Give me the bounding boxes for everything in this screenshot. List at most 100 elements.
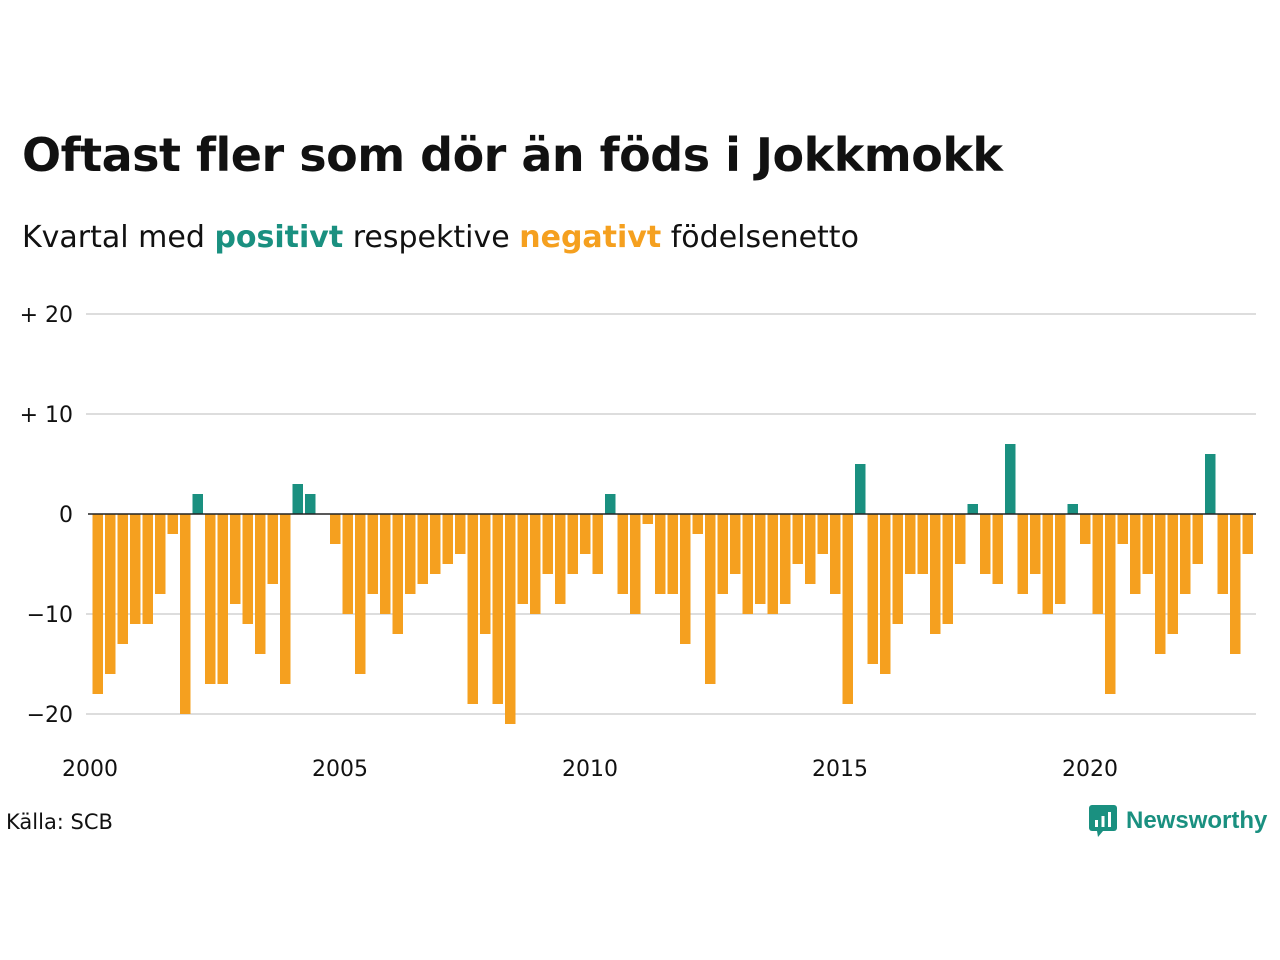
bar-negative: [630, 514, 641, 614]
bar-negative: [792, 514, 803, 564]
bar-negative: [1042, 514, 1053, 614]
bar-negative: [842, 514, 853, 704]
bar-negative: [480, 514, 491, 634]
bar-negative: [717, 514, 728, 594]
bar-negative: [930, 514, 941, 634]
bar-negative: [167, 514, 178, 534]
bar-negative: [367, 514, 378, 594]
bar-negative: [817, 514, 828, 554]
subtitle-mid: respektive: [352, 220, 510, 255]
y-tick-label: 0: [59, 503, 73, 528]
bar-negative: [242, 514, 253, 624]
bar-negative: [1055, 514, 1066, 604]
bar-positive: [605, 494, 616, 514]
bar-negative: [205, 514, 216, 684]
bars-layer: [92, 444, 1253, 724]
bar-negative: [555, 514, 566, 604]
bar-negative: [667, 514, 678, 594]
bar-negative: [217, 514, 228, 684]
bar-negative: [342, 514, 353, 614]
bar-negative: [1192, 514, 1203, 564]
bar-negative: [880, 514, 891, 674]
bar-positive: [967, 504, 978, 514]
bar-negative: [1117, 514, 1128, 544]
bar-negative: [705, 514, 716, 684]
bar-negative: [805, 514, 816, 584]
bar-negative: [1230, 514, 1241, 654]
y-tick-label: + 20: [20, 303, 73, 328]
bar-positive: [305, 494, 316, 514]
bar-negative: [267, 514, 278, 584]
bar-negative: [417, 514, 428, 584]
bar-negative: [142, 514, 153, 624]
x-tick-label: 2020: [1062, 757, 1118, 782]
bar-negative: [767, 514, 778, 614]
bar-negative: [867, 514, 878, 664]
bar-negative: [1242, 514, 1253, 554]
bar-negative: [1130, 514, 1141, 594]
axis-layer: + 20 + 10 0 −10 −20 2000 2005 2010 2015 2020: [20, 303, 1256, 782]
bar-negative: [505, 514, 516, 724]
bar-negative: [430, 514, 441, 574]
bar-negative: [180, 514, 191, 714]
subtitle-positive: positivt: [214, 220, 344, 255]
bar-negative: [492, 514, 503, 704]
y-tick-label: + 10: [20, 403, 73, 428]
bar-negative: [917, 514, 928, 574]
bar-negative: [905, 514, 916, 574]
bar-negative: [1105, 514, 1116, 694]
bar-negative: [1030, 514, 1041, 574]
x-tick-label: 2015: [812, 757, 868, 782]
chart-subtitle: Kvartal med positivt respektive negativt…: [22, 220, 859, 255]
bar-positive: [1067, 504, 1078, 514]
bar-negative: [280, 514, 291, 684]
bar-negative: [355, 514, 366, 674]
bar-negative: [330, 514, 341, 544]
x-tick-label: 2010: [562, 757, 618, 782]
bar-negative: [980, 514, 991, 574]
bar-positive: [855, 464, 866, 514]
bar-negative: [642, 514, 653, 524]
bar-negative: [780, 514, 791, 604]
bar-negative: [405, 514, 416, 594]
brand-logo: Newsworthy: [1088, 804, 1267, 838]
bar-negative: [830, 514, 841, 594]
y-tick-label: −10: [27, 603, 73, 628]
bar-negative: [1017, 514, 1028, 594]
bar-negative: [155, 514, 166, 594]
bar-negative: [442, 514, 453, 564]
bar-negative: [680, 514, 691, 644]
subtitle-pre: Kvartal med: [22, 220, 205, 255]
bar-negative: [1142, 514, 1153, 574]
chart-title: Oftast fler som dör än föds i Jokkmokk: [22, 128, 1003, 182]
bar-negative: [1217, 514, 1228, 594]
bar-negative: [692, 514, 703, 534]
bar-negative: [755, 514, 766, 604]
source-note: Källa: SCB: [6, 810, 113, 834]
bar-positive: [292, 484, 303, 514]
bar-chart: + 20 + 10 0 −10 −20 2000 2005 2010 2015 2020: [20, 303, 1256, 782]
bar-negative: [517, 514, 528, 604]
bar-negative: [1092, 514, 1103, 614]
bar-negative: [230, 514, 241, 604]
bar-negative: [617, 514, 628, 594]
bar-negative: [730, 514, 741, 574]
bar-negative: [955, 514, 966, 564]
y-tick-label: −20: [27, 703, 73, 728]
subtitle-negative: negativt: [519, 220, 662, 255]
bar-positive: [1205, 454, 1216, 514]
bar-negative: [392, 514, 403, 634]
bar-negative: [255, 514, 266, 654]
bar-negative: [655, 514, 666, 594]
bar-negative: [580, 514, 591, 554]
bar-negative: [1180, 514, 1191, 594]
bar-negative: [455, 514, 466, 554]
bar-negative: [992, 514, 1003, 584]
bar-negative: [467, 514, 478, 704]
bar-negative: [942, 514, 953, 624]
bar-negative: [117, 514, 128, 644]
bar-negative: [380, 514, 391, 614]
bar-negative: [567, 514, 578, 574]
brand-name: Newsworthy: [1126, 807, 1268, 834]
bar-negative: [592, 514, 603, 574]
